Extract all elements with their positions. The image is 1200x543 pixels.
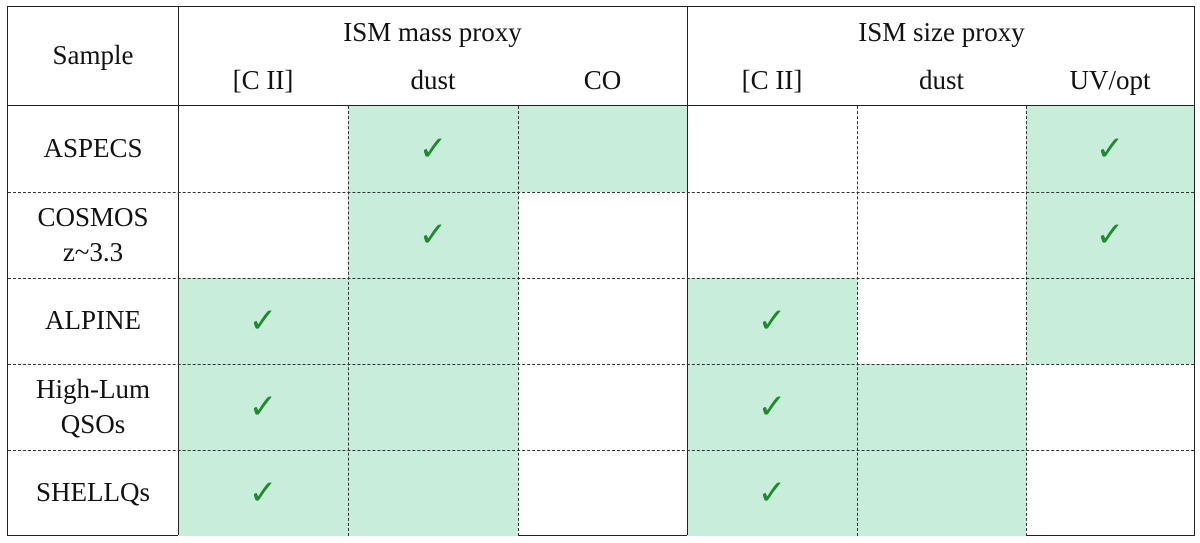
table-cell: ✓ xyxy=(178,278,348,364)
table-cell: ✓ xyxy=(687,364,857,450)
checkmark-icon: ✓ xyxy=(248,300,278,341)
header-col-label: [C II] xyxy=(232,65,294,96)
group-divider-rule xyxy=(687,7,688,535)
table-cell xyxy=(178,106,348,192)
table-cell xyxy=(857,364,1026,450)
row-label: ALPINE xyxy=(8,278,178,364)
row-separator xyxy=(8,450,1194,451)
table-cell: ✓ xyxy=(1026,192,1194,278)
checkmark-icon: ✓ xyxy=(248,472,278,513)
header-col-label: CO xyxy=(583,65,622,96)
checkmark-icon: ✓ xyxy=(248,386,278,427)
table-cell xyxy=(178,192,348,278)
header-col-label: UV/opt xyxy=(1069,65,1151,96)
header-sample: Sample xyxy=(8,7,178,105)
header-col-1: dust xyxy=(348,57,518,105)
column-separator xyxy=(857,106,858,536)
header-col-2: CO xyxy=(518,57,687,105)
checkmark-icon: ✓ xyxy=(418,128,448,169)
header-group-size: ISM size proxy xyxy=(687,11,1196,55)
table-cell xyxy=(1026,364,1194,450)
header-group-mass-label: ISM mass proxy xyxy=(343,17,522,48)
table-cell xyxy=(518,450,687,536)
checkmark-icon: ✓ xyxy=(757,472,787,513)
table-cell xyxy=(1026,278,1194,364)
table-cell xyxy=(518,278,687,364)
table-cell xyxy=(857,278,1026,364)
table-cell xyxy=(518,106,687,192)
table-cell xyxy=(348,450,518,536)
header-group-mass: ISM mass proxy xyxy=(178,11,687,55)
checkmark-icon: ✓ xyxy=(418,214,448,255)
table-cell: ✓ xyxy=(687,278,857,364)
table-cell xyxy=(687,106,857,192)
checkmark-icon: ✓ xyxy=(757,300,787,341)
row-label-line2: z~3.3 xyxy=(62,237,124,267)
table-cell: ✓ xyxy=(348,106,518,192)
table-cell xyxy=(348,364,518,450)
checkmark-icon: ✓ xyxy=(1095,214,1125,255)
table-cell: ✓ xyxy=(348,192,518,278)
header-bottom-rule xyxy=(8,105,1194,106)
row-separator xyxy=(8,278,1194,279)
table-cell xyxy=(857,106,1026,192)
table-cell xyxy=(518,364,687,450)
header-col-4: dust xyxy=(857,57,1026,105)
header-sample-label: Sample xyxy=(52,40,134,71)
row-label-line1: ASPECS xyxy=(43,133,143,164)
row-separator xyxy=(8,192,1194,193)
checkmark-icon: ✓ xyxy=(1095,128,1125,169)
row-separator xyxy=(8,364,1194,365)
header-col-label: [C II] xyxy=(741,65,803,96)
table-cell xyxy=(1026,450,1194,536)
column-separator xyxy=(348,106,349,536)
header-col-5: UV/opt xyxy=(1026,57,1194,105)
table-cell: ✓ xyxy=(1026,106,1194,192)
column-separator xyxy=(1026,106,1027,536)
comparison-table: Sample ISM mass proxy ISM size proxy [C … xyxy=(7,6,1195,536)
row-label-line1: High-Lum xyxy=(36,373,150,404)
header-col-label: dust xyxy=(410,65,456,96)
header-col-3: [C II] xyxy=(687,57,857,105)
sample-column-rule xyxy=(178,7,179,535)
header-col-0: [C II] xyxy=(178,57,348,105)
table-cell xyxy=(687,192,857,278)
row-label: High-Lum QSOs xyxy=(8,364,178,450)
table-cell: ✓ xyxy=(178,364,348,450)
row-label-line1: ALPINE xyxy=(45,305,141,336)
column-separator xyxy=(518,106,519,536)
row-label: SHELLQs xyxy=(8,450,178,536)
row-label: COSMOS z~3.3 xyxy=(8,192,178,278)
table-cell: ✓ xyxy=(687,450,857,536)
row-label: ASPECS xyxy=(8,106,178,192)
checkmark-icon: ✓ xyxy=(757,386,787,427)
row-label-line1: SHELLQs xyxy=(36,477,150,508)
table-cell xyxy=(348,278,518,364)
row-label-line2: QSOs xyxy=(60,409,126,439)
table-cell: ✓ xyxy=(178,450,348,536)
table-cell xyxy=(857,450,1026,536)
row-label-line1: COSMOS xyxy=(37,201,149,232)
table-cell xyxy=(518,192,687,278)
table-cell xyxy=(857,192,1026,278)
header-col-label: dust xyxy=(918,65,964,96)
header-group-size-label: ISM size proxy xyxy=(858,17,1025,48)
